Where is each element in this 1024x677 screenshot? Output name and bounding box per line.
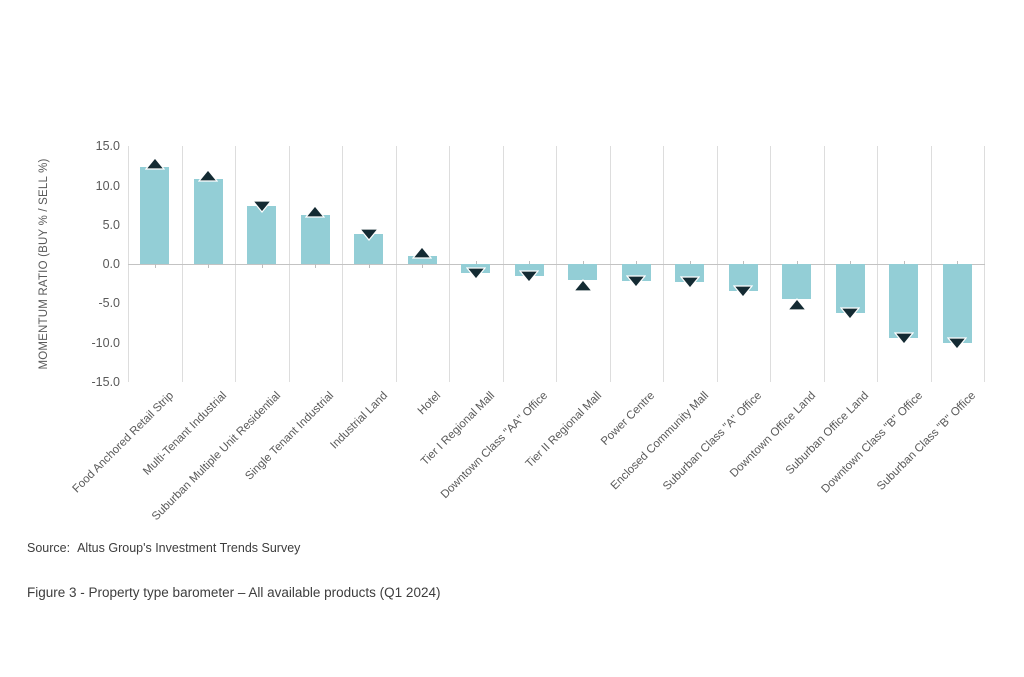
x-category-label: Enclosed Community Mall [608,389,711,493]
y-tick-label: 0.0 [102,257,120,271]
marker-down-icon [358,228,379,242]
bar [889,264,919,338]
x-category-label: Downtown Class "AA" Office [439,389,551,501]
marker-down-icon [251,200,272,213]
bar [247,205,277,264]
x-category-label: Suburban Class "A" Office [661,389,765,493]
x-category-label: Downtown Office Land [727,389,818,480]
source-label: Source: [27,541,71,555]
figure-caption: Figure 3 - Property type barometer – All… [27,585,441,600]
y-tick-label: -10.0 [91,335,121,350]
x-category-label: Single Tenant Industrial [243,389,337,483]
marker-down-icon [840,307,861,320]
x-category-label: Downtown Class "B" Office [819,389,925,496]
y-axis-title: MOMENTUM RATIO (BUY % / SELL %) [38,158,50,370]
source-text: Altus Group's Investment Trends Survey [77,541,301,555]
marker-up-icon [412,246,433,259]
x-category-label: Tier I Regional Mall [418,389,497,468]
marker-down-icon [626,275,647,289]
marker-down-icon [519,270,540,283]
bar [782,264,812,299]
marker-down-icon [947,336,968,350]
marker-up-icon [786,297,807,311]
y-tick-label: 15.0 [95,139,120,154]
x-category-label: Suburban Class "B" Office [875,389,979,493]
marker-down-icon [679,276,700,289]
x-category-label: Suburban Office Land [783,389,872,478]
marker-up-icon [198,169,219,182]
bar [300,214,330,264]
axis-tick [422,261,423,268]
bar [140,167,170,264]
bar [568,264,598,281]
axis-tick [155,261,156,268]
marker-up-icon [144,157,165,171]
x-category-label: Power Centre [599,389,658,448]
bar [407,256,437,264]
x-category-label: Industrial Land [328,389,390,452]
zero-axis-line [128,264,985,265]
marker-up-icon [305,204,326,218]
marker-down-icon [893,332,914,345]
y-tick-label: 5.0 [102,217,120,232]
axis-tick [315,261,316,268]
bar [835,264,865,313]
axis-tick [369,261,370,268]
marker-up-icon [572,279,593,293]
bar [193,179,223,264]
y-tick-label: -15.0 [91,374,121,389]
bar [514,264,544,276]
x-category-label: Tier II Regional Mall [523,389,604,471]
marker-down-icon [733,285,754,298]
x-category-label: Multi-Tenant Industrial [141,389,230,478]
x-category-label: Suburban Multiple Unit Residential [149,389,283,523]
bar [942,264,972,343]
axis-tick [262,261,263,268]
x-category-label: Hotel [415,389,444,418]
y-tick-label: 10.0 [95,178,120,193]
y-tick-label: -5.0 [98,296,120,311]
axis-tick [208,261,209,268]
source-line: Source: Altus Group's Investment Trends S… [27,541,300,555]
marker-down-icon [465,267,486,281]
